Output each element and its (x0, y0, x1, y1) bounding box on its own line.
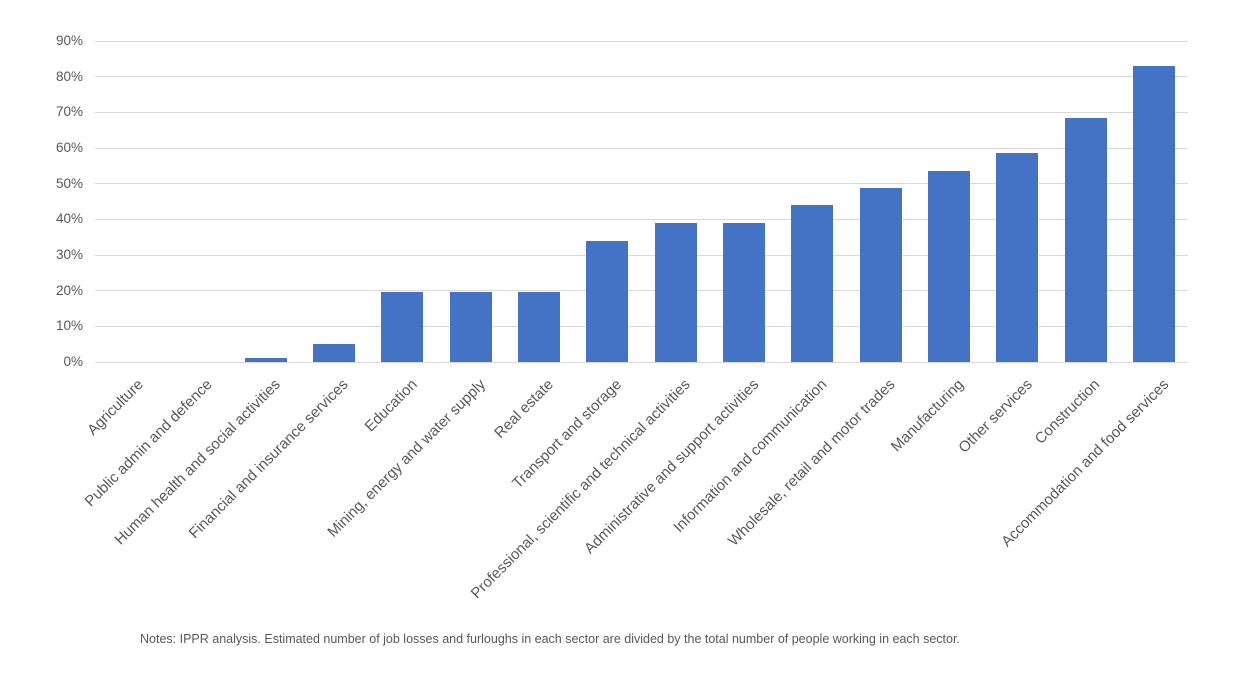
x-axis-label: Public admin and defence (81, 376, 216, 511)
x-axis-label: Education (361, 376, 421, 436)
bar (244, 358, 287, 362)
bar (518, 292, 561, 362)
bar (586, 240, 629, 362)
y-tick-label: 80% (55, 68, 83, 84)
x-axis-label: Agriculture (84, 376, 148, 439)
gridline (95, 111, 1188, 113)
y-tick-label: 20% (55, 282, 83, 298)
bar (791, 205, 834, 362)
y-tick-label: 0% (63, 354, 83, 369)
bar (996, 153, 1039, 362)
y-tick-label: 40% (55, 211, 83, 227)
y-tick-label: 90% (55, 33, 83, 48)
bar (654, 222, 697, 362)
bar (313, 344, 356, 362)
y-tick-label: 30% (55, 247, 83, 262)
gridline (95, 325, 1188, 327)
bar (722, 222, 765, 362)
bar (381, 292, 424, 362)
gridline (95, 361, 1188, 363)
y-tick-label: 10% (55, 318, 83, 334)
gridline (95, 183, 1188, 185)
bar (449, 292, 492, 362)
x-axis-label: Real estate (491, 376, 558, 442)
y-tick-label: 50% (55, 175, 83, 191)
bar (927, 171, 970, 362)
bar (859, 188, 902, 362)
chart-notes: Notes: IPPR analysis. Estimated number o… (140, 632, 960, 646)
bar (1064, 117, 1107, 362)
y-tick-label: 60% (55, 140, 83, 155)
bar (1132, 65, 1175, 362)
gridline (95, 218, 1188, 220)
x-axis-label: Construction (1031, 376, 1104, 448)
gridline (95, 76, 1188, 78)
gridline (95, 254, 1188, 256)
y-tick-label: 70% (55, 104, 83, 120)
gridline (95, 40, 1188, 42)
gridline (95, 290, 1188, 292)
gridline (95, 147, 1188, 149)
